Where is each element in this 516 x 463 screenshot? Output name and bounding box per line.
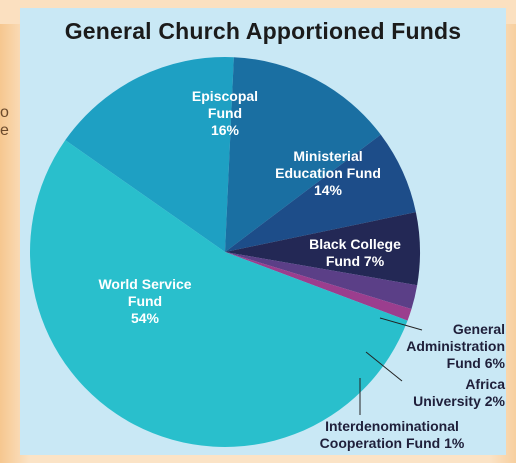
- slice-label-interdenominational-cooperation-fund: Interdenominational Cooperation Fund 1%: [320, 418, 465, 451]
- slice-label-africa-university: Africa University 2%: [413, 376, 505, 409]
- chart-title: General Church Apportioned Funds: [64, 18, 462, 44]
- leader-line-general-administration-fund: [379, 317, 423, 331]
- slice-label-general-administration-fund: General Administration Fund 6%: [406, 321, 505, 371]
- edge-letter-1: o: [0, 104, 9, 121]
- leader-line-africa-university: [365, 351, 403, 382]
- slice-label-black-college-fund: Black College Fund 7%: [309, 236, 401, 269]
- pie-slice-world-service-fund: [30, 140, 408, 447]
- slice-label-ministerial-education-fund: Ministerial Education Fund 14%: [275, 148, 381, 198]
- pie-slice-black-college-fund: [225, 134, 416, 252]
- pie-slice-episcopal-fund: [65, 57, 234, 252]
- pie-slice-ministerial-education-fund: [225, 57, 381, 252]
- pie-slice-interdenominational-cooperation-fund: [225, 252, 412, 321]
- pie-slice-africa-university: [225, 252, 418, 310]
- pie-slice-general-administration-fund: [225, 212, 421, 286]
- slice-label-world-service-fund: World Service Fund 54%: [98, 276, 191, 326]
- slice-label-episcopal-fund: Episcopal Fund 16%: [192, 88, 258, 138]
- edge-letter-2: e: [0, 122, 9, 139]
